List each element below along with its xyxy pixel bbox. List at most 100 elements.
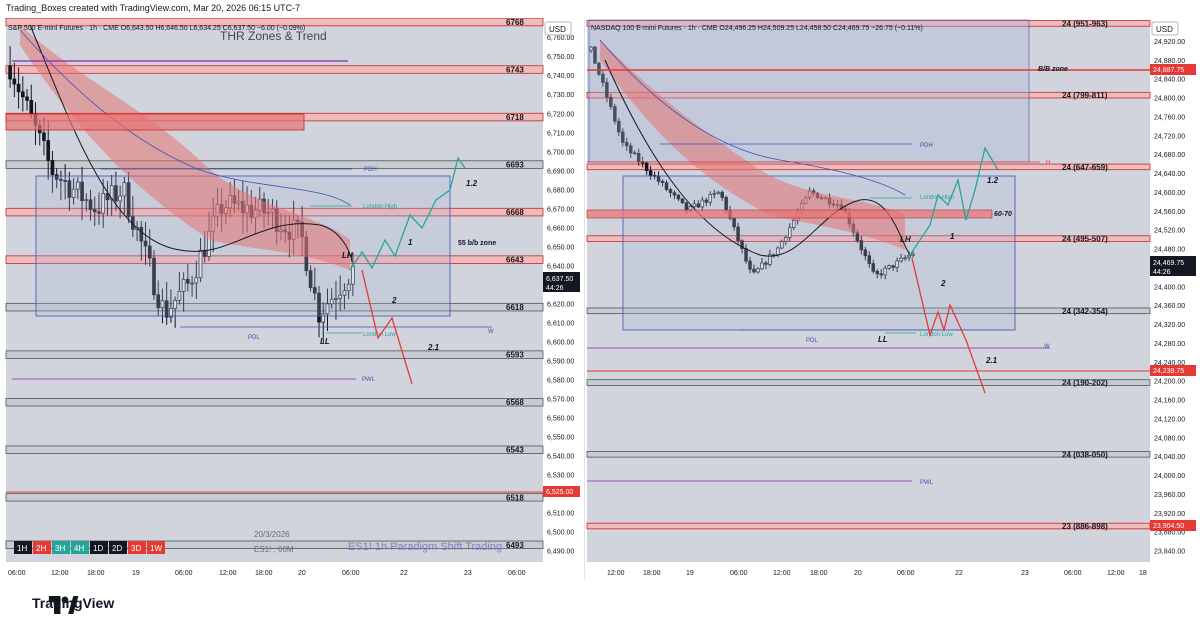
left-current-price: 6,637.50: [546, 276, 573, 283]
left-candle-body: [152, 257, 156, 296]
left-candle-body: [84, 199, 89, 202]
right-zone-label: 23 (886-898): [1062, 522, 1108, 531]
right-price-tick: 24,640.00: [1154, 171, 1185, 178]
right-candle-body: [601, 73, 605, 83]
tradingview-brand: TradingView: [32, 595, 115, 611]
right-zone: [586, 307, 1151, 315]
right-n21-label: 2.1: [985, 356, 998, 365]
left-zone-label: 6568: [506, 398, 524, 407]
left-time-tick: 06:00: [342, 570, 360, 577]
left-price-tick: 6,620.00: [547, 301, 574, 308]
left-candle-body: [63, 180, 67, 182]
right-candle-body: [792, 219, 796, 228]
left-price-tick: 6,600.00: [547, 339, 574, 346]
left-price-tick: 6,680.00: [547, 187, 574, 194]
left-zone-label: 6718: [506, 113, 524, 122]
left-candle-body: [50, 160, 55, 176]
left-zone: [5, 445, 544, 454]
left-candle-body: [16, 83, 21, 93]
interval-button-3H[interactable]: [52, 541, 70, 554]
interval-button-label: 1D: [93, 544, 103, 553]
right-price-tick: 24,240.00: [1154, 360, 1185, 367]
left-time-tick: 06:00: [508, 570, 526, 577]
left-candle-body: [308, 270, 313, 288]
interval-button-1D[interactable]: [90, 541, 108, 554]
right-candle-body: [863, 249, 868, 257]
right-time-tick: 06:00: [1064, 570, 1082, 577]
right-price-tick: 24,920.00: [1154, 39, 1185, 46]
left-zone-label: 6493: [506, 541, 524, 550]
left-candle-body: [321, 313, 326, 323]
interval-button-2D[interactable]: [109, 541, 127, 554]
right-candle-body: [875, 270, 879, 275]
footer: [0, 588, 1200, 621]
left-chart-panel[interactable]: 6,760.00 6,750.00 6,740.00 6,730.00 6,720.00…: [5, 18, 582, 580]
left-candle-body: [334, 298, 338, 300]
left-time-tick: 06:00: [175, 570, 193, 577]
right-pdh-label: PDH: [920, 143, 933, 149]
left-candle-body: [12, 78, 17, 85]
right-chart-panel[interactable]: 24,920.00 24,880.00 24,840.00 24,800.00 24,7…: [586, 19, 1196, 580]
left-price-tick: 6,500.00: [547, 529, 574, 536]
right-candle-body: [644, 162, 649, 172]
right-price-axis[interactable]: [1150, 20, 1196, 562]
right-candle-body: [859, 240, 864, 251]
right-price-tick: 24,120.00: [1154, 416, 1185, 423]
right-zone: [586, 91, 1151, 99]
right-price-tick: 24,800.00: [1154, 96, 1185, 103]
left-time-tick: 22: [400, 570, 408, 577]
left-time-tick: 12:00: [51, 570, 69, 577]
right-candle-body: [720, 191, 724, 198]
right-current-price: 24,469.75: [1153, 260, 1184, 267]
interval-button-4H[interactable]: [71, 541, 89, 554]
right-candle-body: [700, 199, 705, 208]
right-ma-slow: [599, 39, 906, 196]
right-pwl-label: PWL: [920, 480, 934, 486]
left-price-tick: 6,490.00: [547, 548, 574, 555]
interval-button-1H[interactable]: [14, 541, 32, 554]
right-price-tick: 24,320.00: [1154, 322, 1185, 329]
left-candle-body: [67, 180, 72, 198]
interval-button-3D[interactable]: [128, 541, 146, 554]
right-zone-label: 24 (799-811): [1062, 91, 1108, 100]
right-countdown: 44:26: [1153, 269, 1171, 276]
left-ma-fast: [29, 24, 353, 263]
interval-button-label: 4H: [74, 544, 84, 553]
right-zone-label: 24 (951-963): [1062, 19, 1108, 28]
left-candle-body: [59, 179, 63, 181]
left-price-tick: 6,540.00: [547, 453, 574, 460]
interval-button-2H[interactable]: [33, 541, 51, 554]
left-candle-body: [8, 65, 12, 80]
left-legend: S&P 500 E-mini Futures · 1h · CME O6,643…: [8, 25, 305, 32]
left-time-tick: 19: [132, 570, 140, 577]
right-red-tag-top: [1150, 64, 1196, 75]
left-candle-body: [25, 96, 29, 101]
right-price-tick: 24,720.00: [1154, 133, 1185, 140]
left-supply-box: [5, 113, 305, 131]
right-currency-button[interactable]: [1151, 21, 1179, 36]
right-price-tick: 24,680.00: [1154, 152, 1185, 159]
right-candle-body: [895, 260, 899, 268]
left-price-tick: 6,730.00: [547, 92, 574, 99]
left-price-tick: 6,710.00: [547, 130, 574, 137]
right-plot-bg[interactable]: [587, 20, 1150, 562]
right-candle-body: [760, 262, 764, 270]
left-candle-body: [156, 294, 161, 309]
right-trend-ribbon: [600, 40, 905, 250]
left-time-tick: 18:00: [255, 570, 273, 577]
left-countdown: 44:26: [546, 285, 564, 292]
left-candle-body: [54, 174, 59, 180]
left-zone-label: 6768: [506, 18, 524, 27]
interval-button-1W[interactable]: [147, 541, 165, 554]
right-60-70-box: [586, 209, 993, 219]
left-candle-body: [181, 278, 186, 292]
left-time-axis[interactable]: [6, 562, 582, 580]
left-price-tick: 6,740.00: [547, 73, 574, 80]
right-pdl-label: PDL: [806, 338, 818, 344]
right-time-axis[interactable]: [587, 562, 1196, 580]
tradingview-logo-icon: [48, 596, 79, 614]
right-zone-label: 24 (647-659): [1062, 163, 1108, 172]
left-candle-body: [80, 181, 84, 202]
left-watermark-bottom: ES1! 1h Paradigm Shift Trading: [348, 541, 502, 553]
left-currency-button[interactable]: [544, 21, 572, 36]
